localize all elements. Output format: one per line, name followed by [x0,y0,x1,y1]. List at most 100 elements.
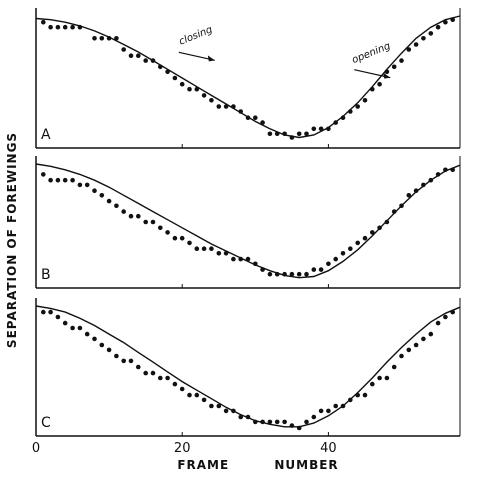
x-tick-label: 0 [32,441,40,456]
data-point [274,271,280,277]
data-point [260,267,265,272]
data-point [187,392,192,398]
data-point [84,182,90,188]
data-point [121,358,126,364]
data-point [201,397,207,403]
data-point [128,213,134,219]
data-point [187,240,192,246]
data-point [209,403,214,409]
data-point [55,177,61,183]
data-point [99,36,105,41]
data-point [223,408,229,414]
data-point [377,81,382,87]
data-point [92,188,97,193]
data-point [326,408,331,414]
data-point [41,309,46,315]
data-point [340,251,346,256]
annotation-label: closing [178,24,215,47]
data-point [114,36,119,41]
data-point [296,131,302,137]
data-point [377,375,382,381]
data-point [428,331,434,337]
data-point [413,342,419,348]
data-point [238,256,243,262]
data-point [41,172,46,177]
annotation-arrowhead [383,72,391,79]
data-point [406,347,412,353]
data-point [201,93,207,98]
data-point [340,403,346,409]
data-point [143,370,148,376]
data-point [77,24,83,30]
data-point [92,336,97,342]
data-point [413,42,419,47]
data-point [172,381,178,387]
data-point [187,86,192,92]
data-point [333,120,339,125]
annotation-arrowhead [207,55,215,62]
data-point [238,109,243,114]
data-point [326,126,331,132]
data-point [348,246,353,251]
data-point [296,271,302,277]
data-point [370,230,375,235]
data-point [194,246,200,251]
data-point [362,235,368,241]
data-point [121,47,126,52]
data-point [304,131,309,137]
x-axis-title: FRAME NUMBER [177,458,338,472]
data-point [282,271,287,277]
data-point [179,81,185,87]
data-point [121,209,126,214]
data-point [143,219,148,225]
data-point [106,347,112,353]
data-point [253,419,258,425]
data-point [99,342,105,348]
data-point [421,36,426,41]
data-point [384,219,390,225]
data-point [128,358,134,364]
data-point [318,267,324,272]
data-point [435,172,441,177]
data-point [355,392,361,398]
data-point [326,261,331,267]
panel-label: B [41,267,51,283]
data-point [55,24,61,30]
data-point [348,109,353,114]
data-point [377,225,382,231]
data-point [231,408,236,414]
panel-c: C0 20 40 [32,298,461,456]
data-point [48,177,53,183]
data-point [114,353,119,359]
data-point [348,397,353,403]
data-point [318,126,324,132]
data-point [136,364,141,370]
data-point [304,271,309,277]
data-point [435,320,441,326]
data-point [41,19,46,25]
data-point [443,314,448,320]
panel-label: A [41,127,51,143]
data-point [70,325,75,331]
data-point [304,419,309,425]
annotation-label: opening [351,41,393,66]
data-point [136,213,141,219]
data-point [77,182,83,188]
data-point [370,381,375,387]
data-point [253,115,258,120]
data-point [172,75,178,81]
data-point [48,309,53,315]
data-point [333,403,339,409]
data-point [421,182,426,188]
data-point [391,64,397,70]
data-point [62,320,68,326]
data-point [282,419,287,425]
data-point [267,131,273,137]
data-point [179,235,185,241]
data-point [311,414,317,420]
data-point [406,47,412,52]
data-point [172,235,178,241]
data-point [150,219,156,225]
data-point [158,64,163,70]
data-point [406,193,412,198]
